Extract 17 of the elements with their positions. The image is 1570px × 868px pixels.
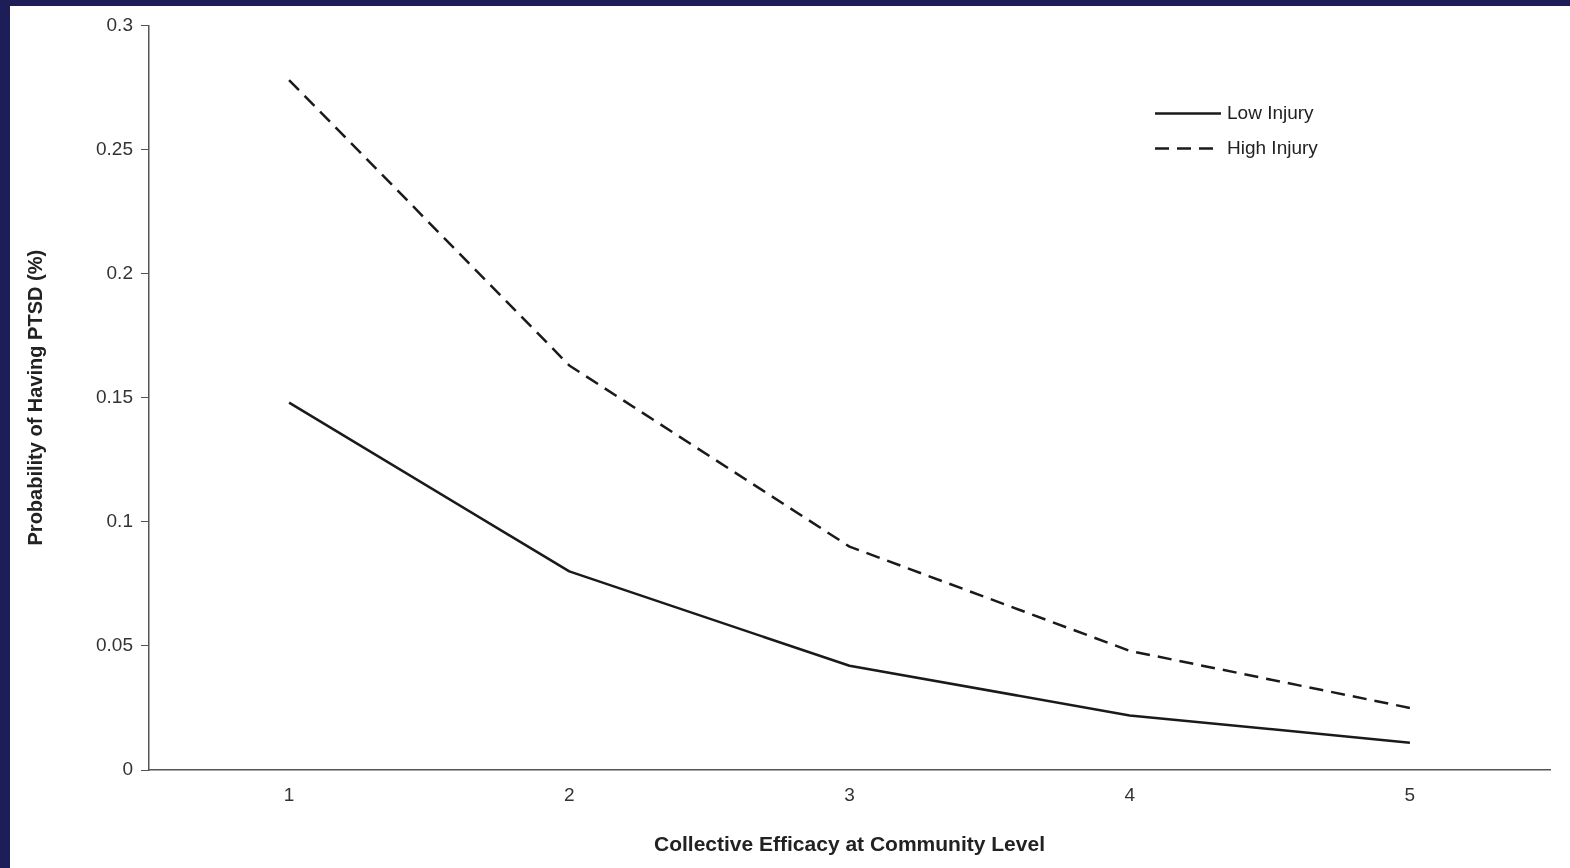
legend-label: High Injury [1227,136,1319,158]
x-tick-label: 5 [1404,783,1416,805]
y-tick-label: 0.25 [96,137,133,159]
line-series [287,78,1412,710]
y-tick-label: 0.2 [106,261,133,283]
x-tick-label: 2 [564,783,575,805]
x-tick-label: 4 [1124,783,1136,805]
legend-label: Low Injury [1227,101,1315,123]
x-tick-label: 1 [283,783,295,805]
x-axis-title: Collective Efficacy at Community Level [654,832,1045,856]
y-tick-label: 0.3 [106,13,133,35]
y-tick-label: 0.15 [96,385,133,407]
x-tick-label: 3 [844,783,855,805]
y-tick-label: 0 [122,758,133,780]
y-tick-label: 0.05 [96,634,133,656]
y-tick-label: 0.1 [106,510,133,532]
y-axis-title: Probability of Having PTSD (%) [23,249,46,546]
